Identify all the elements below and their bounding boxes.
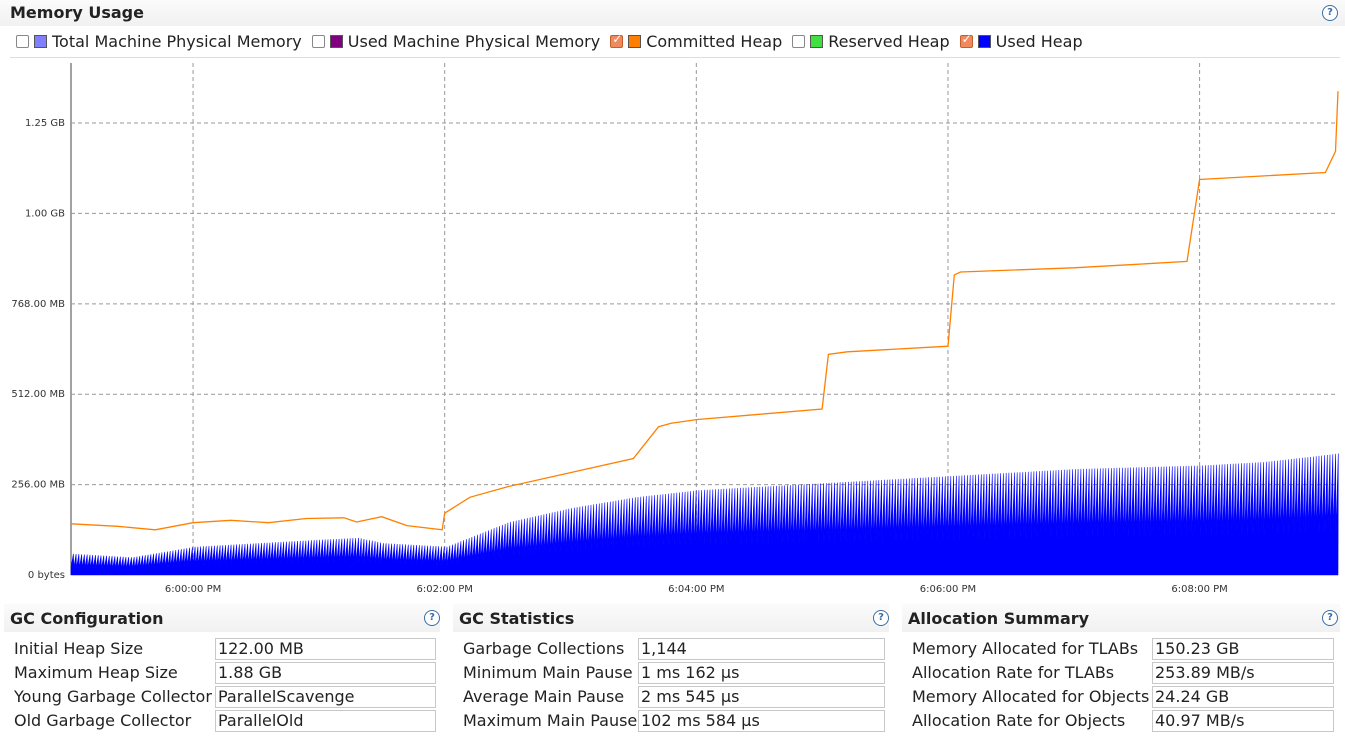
row-label: Old Garbage Collector bbox=[14, 711, 192, 730]
help-icon[interactable]: ? bbox=[424, 610, 440, 626]
x-tick-label: 6:08:00 PM bbox=[1171, 584, 1227, 595]
row-value-field[interactable]: 253.89 MB/s bbox=[1152, 662, 1334, 684]
row-value-field[interactable]: 102 ms 584 μs bbox=[638, 710, 885, 732]
y-tick-label: 1.25 GB bbox=[25, 118, 65, 129]
help-icon[interactable]: ? bbox=[1322, 5, 1338, 21]
help-icon[interactable]: ? bbox=[873, 610, 889, 626]
gc-statistics-panel: GC Statistics ? Garbage Collections 1,144… bbox=[453, 604, 889, 738]
panel-header: Allocation Summary ? bbox=[902, 604, 1340, 632]
legend-label: Committed Heap bbox=[646, 31, 783, 51]
chart-legend: Total Machine Physical Memory Used Machi… bbox=[16, 31, 1093, 51]
y-tick-label: 256.00 MB bbox=[11, 480, 65, 491]
series-committed-heap-line bbox=[70, 91, 1339, 531]
allocation-summary-panel: Allocation Summary ? Memory Allocated fo… bbox=[902, 604, 1340, 738]
legend-item-committed-heap[interactable]: Committed Heap bbox=[610, 32, 782, 51]
panel-header: GC Statistics ? bbox=[453, 604, 889, 632]
legend-swatch bbox=[628, 34, 642, 48]
row-label: Initial Heap Size bbox=[14, 639, 144, 658]
legend-swatch bbox=[329, 34, 343, 48]
row-label: Memory Allocated for TLABs bbox=[912, 639, 1139, 658]
row-label: Maximum Heap Size bbox=[14, 663, 178, 682]
row-label: Minimum Main Pause bbox=[463, 663, 633, 682]
row-label: Allocation Rate for TLABs bbox=[912, 663, 1115, 682]
legend-checkbox[interactable] bbox=[792, 34, 806, 48]
page-title: Memory Usage bbox=[10, 3, 144, 22]
legend-label: Used Heap bbox=[995, 31, 1083, 51]
row-value-field[interactable]: 24.24 GB bbox=[1152, 686, 1334, 708]
y-tick-label: 768.00 MB bbox=[11, 299, 65, 310]
legend-label: Used Machine Physical Memory bbox=[347, 31, 601, 51]
legend-swatch bbox=[34, 34, 47, 48]
x-tick-label: 6:00:00 PM bbox=[165, 584, 221, 595]
row-value-field[interactable]: 150.23 GB bbox=[1152, 638, 1334, 660]
panel-header: GC Configuration ? bbox=[4, 604, 440, 632]
legend-item-used-machine-memory[interactable]: Used Machine Physical Memory bbox=[311, 31, 601, 51]
row-value-field[interactable]: ParallelScavenge bbox=[215, 686, 436, 708]
row-value-field[interactable]: ParallelOld bbox=[215, 710, 436, 732]
gc-configuration-panel: GC Configuration ? Initial Heap Size 122.… bbox=[4, 604, 440, 738]
row-label: Average Main Pause bbox=[463, 687, 625, 706]
legend-item-used-heap[interactable]: Used Heap bbox=[959, 31, 1083, 51]
row-label: Allocation Rate for Objects bbox=[912, 711, 1126, 730]
legend-item-total-machine-memory[interactable]: Total Machine Physical Memory bbox=[16, 32, 302, 51]
help-icon[interactable]: ? bbox=[1322, 610, 1338, 626]
row-value-field[interactable]: 122.00 MB bbox=[215, 638, 436, 660]
row-value-field[interactable]: 1,144 bbox=[638, 638, 885, 660]
row-value-field[interactable]: 1.88 GB bbox=[215, 662, 436, 684]
legend-checkbox[interactable] bbox=[16, 34, 29, 48]
legend-checkbox[interactable] bbox=[610, 32, 624, 48]
row-value-field[interactable]: 1 ms 162 μs bbox=[638, 662, 885, 684]
row-value-field[interactable]: 40.97 MB/s bbox=[1152, 710, 1334, 732]
header-divider bbox=[10, 57, 1340, 58]
row-label: Young Garbage Collector bbox=[14, 687, 212, 706]
y-tick-label: 1.00 GB bbox=[25, 208, 65, 219]
row-label: Garbage Collections bbox=[463, 639, 625, 658]
series-used-heap-area bbox=[70, 453, 1339, 576]
memory-usage-header: Memory Usage ? bbox=[0, 0, 1345, 26]
y-tick-label: 512.00 MB bbox=[11, 389, 65, 400]
panel-title: GC Statistics bbox=[459, 609, 575, 628]
legend-item-reserved-heap[interactable]: Reserved Heap bbox=[792, 31, 950, 51]
row-value-field[interactable]: 2 ms 545 μs bbox=[638, 686, 885, 708]
legend-label: Total Machine Physical Memory bbox=[52, 31, 302, 51]
row-label: Memory Allocated for Objects bbox=[912, 687, 1150, 706]
memory-usage-chart[interactable]: 0 bytes 256.00 MB 512.00 MB 768.00 MB 1.00 G… bbox=[0, 55, 1345, 600]
legend-label: Reserved Heap bbox=[828, 31, 950, 51]
x-tick-label: 6:02:00 PM bbox=[416, 584, 472, 595]
legend-swatch bbox=[810, 34, 824, 48]
legend-checkbox[interactable] bbox=[959, 32, 973, 48]
x-tick-label: 6:06:00 PM bbox=[920, 584, 976, 595]
row-label: Maximum Main Pause bbox=[463, 711, 638, 730]
panel-title: Allocation Summary bbox=[908, 609, 1090, 628]
x-tick-label: 6:04:00 PM bbox=[668, 584, 724, 595]
panel-title: GC Configuration bbox=[10, 609, 164, 628]
y-tick-label: 0 bytes bbox=[28, 570, 65, 581]
legend-swatch bbox=[977, 34, 991, 48]
legend-checkbox[interactable] bbox=[311, 34, 325, 48]
